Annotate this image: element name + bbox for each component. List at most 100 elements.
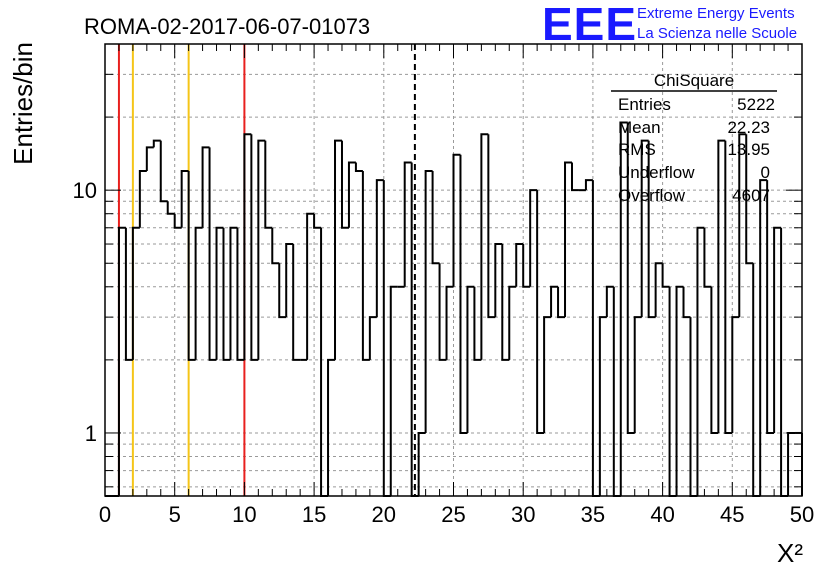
histogram-bin bbox=[159, 140, 168, 203]
histogram-bin bbox=[327, 358, 336, 496]
axes: 0 5 10 15 20 25 30 35 40 45 50 1 10 bbox=[73, 43, 814, 527]
histogram-bin bbox=[703, 227, 712, 288]
x-tick-label: 25 bbox=[441, 502, 465, 527]
stats-label-overflow: Overflow bbox=[618, 186, 686, 205]
histogram-bin bbox=[243, 133, 252, 360]
stats-value-entries: 5222 bbox=[737, 95, 775, 114]
histogram-bin bbox=[124, 227, 133, 361]
histogram-bin bbox=[236, 227, 245, 361]
histogram-bin bbox=[626, 122, 635, 434]
histogram-bin bbox=[229, 226, 238, 360]
histogram-bin bbox=[431, 170, 440, 265]
histogram-bin bbox=[292, 244, 301, 361]
histogram-bin bbox=[584, 179, 593, 191]
histogram-bin bbox=[508, 285, 517, 360]
histogram-bin bbox=[173, 213, 182, 229]
y-tick-label: 1 bbox=[85, 421, 97, 446]
histogram-bin bbox=[640, 139, 649, 318]
histogram-bin bbox=[285, 243, 294, 318]
x-tick-label: 35 bbox=[581, 502, 605, 527]
x-tick-label: 5 bbox=[169, 502, 181, 527]
histogram-bin bbox=[201, 146, 210, 228]
histogram-bin bbox=[710, 286, 719, 434]
histogram-bin bbox=[131, 226, 140, 360]
x-tick-label: 40 bbox=[650, 502, 674, 527]
histogram-bin bbox=[529, 189, 538, 287]
histogram-bin bbox=[459, 154, 468, 434]
logo-line-2: La Scienza nelle Scuole bbox=[637, 25, 797, 42]
histogram-bin bbox=[208, 147, 217, 361]
histogram-bin bbox=[117, 226, 126, 496]
histogram-bin bbox=[222, 227, 231, 361]
stats-box: ChiSquare Entries 5222 Mean 22.23 RMS 13… bbox=[611, 71, 777, 205]
stats-value-overflow: 4607 bbox=[732, 186, 770, 205]
histogram-bin bbox=[522, 244, 531, 288]
histogram-bin bbox=[598, 316, 607, 496]
histogram-bin bbox=[452, 153, 461, 287]
histogram-bin bbox=[375, 179, 384, 318]
histogram-bin bbox=[152, 139, 161, 148]
stats-label-mean: Mean bbox=[618, 118, 661, 137]
cut-lines bbox=[117, 44, 416, 496]
histogram-bin bbox=[557, 286, 566, 319]
histogram-bin bbox=[264, 140, 273, 229]
histogram-bin bbox=[731, 316, 740, 433]
x-tick-label: 50 bbox=[790, 502, 814, 527]
histogram-bin bbox=[438, 263, 447, 361]
histogram-bin bbox=[619, 121, 628, 496]
histogram-bin bbox=[647, 140, 656, 319]
histogram-bin bbox=[389, 285, 398, 496]
histogram-bin bbox=[675, 285, 684, 496]
x-tick-label: 0 bbox=[99, 502, 111, 527]
histogram-bin bbox=[689, 317, 698, 497]
histogram-bin bbox=[250, 134, 259, 361]
histogram-bin bbox=[696, 226, 705, 496]
x-tick-label: 20 bbox=[372, 502, 396, 527]
histogram-bin bbox=[187, 170, 196, 361]
histogram-bin bbox=[570, 162, 579, 192]
histogram-bin bbox=[368, 316, 377, 360]
histogram-bin bbox=[361, 170, 370, 361]
histogram-bin bbox=[313, 213, 322, 229]
histogram-bin bbox=[612, 286, 621, 497]
stats-label-entries: Entries bbox=[618, 95, 671, 114]
histogram-bin bbox=[334, 139, 342, 360]
histogram-bin bbox=[424, 169, 433, 433]
eee-logo: EEE bbox=[542, 0, 637, 50]
histogram-bin bbox=[278, 263, 287, 319]
histogram-bin bbox=[215, 226, 224, 360]
histogram-bin bbox=[417, 431, 426, 496]
histogram-bin bbox=[166, 201, 175, 215]
y-tick-label: 10 bbox=[73, 178, 97, 203]
histogram-bin bbox=[550, 285, 559, 318]
histogram-bin bbox=[320, 227, 329, 497]
histogram-bin bbox=[668, 286, 677, 497]
histogram-bin bbox=[717, 139, 726, 433]
histogram-bin bbox=[466, 285, 475, 433]
stats-label-underflow: Underflow bbox=[618, 163, 695, 182]
histogram-bin bbox=[194, 226, 203, 360]
histogram-bin bbox=[724, 140, 733, 434]
histogram-bin bbox=[347, 161, 356, 228]
logo-line-1: Extreme Energy Events bbox=[637, 5, 795, 22]
histogram-bin bbox=[306, 212, 315, 360]
histogram-bin bbox=[752, 263, 761, 497]
histogram-bin bbox=[654, 262, 663, 318]
x-tick-label: 10 bbox=[232, 502, 256, 527]
histogram-bin bbox=[480, 133, 489, 360]
stats-value-mean: 22.23 bbox=[727, 118, 770, 137]
histogram-bin bbox=[445, 285, 454, 360]
histogram-bin bbox=[633, 316, 642, 433]
histogram-bin bbox=[780, 227, 789, 497]
histogram-bin bbox=[745, 134, 754, 265]
histogram-bin bbox=[682, 286, 691, 319]
histogram-bin bbox=[501, 244, 510, 361]
histogram-bin bbox=[145, 146, 154, 171]
histogram-bin bbox=[543, 316, 552, 433]
stats-label-rms: RMS bbox=[618, 140, 656, 159]
stats-value-rms: 13.95 bbox=[727, 140, 770, 159]
histogram-bin bbox=[536, 190, 545, 434]
histogram-bin bbox=[759, 179, 768, 496]
x-tick-label: 30 bbox=[511, 502, 535, 527]
run-title: ROMA-02-2017-06-07-01073 bbox=[84, 14, 370, 39]
